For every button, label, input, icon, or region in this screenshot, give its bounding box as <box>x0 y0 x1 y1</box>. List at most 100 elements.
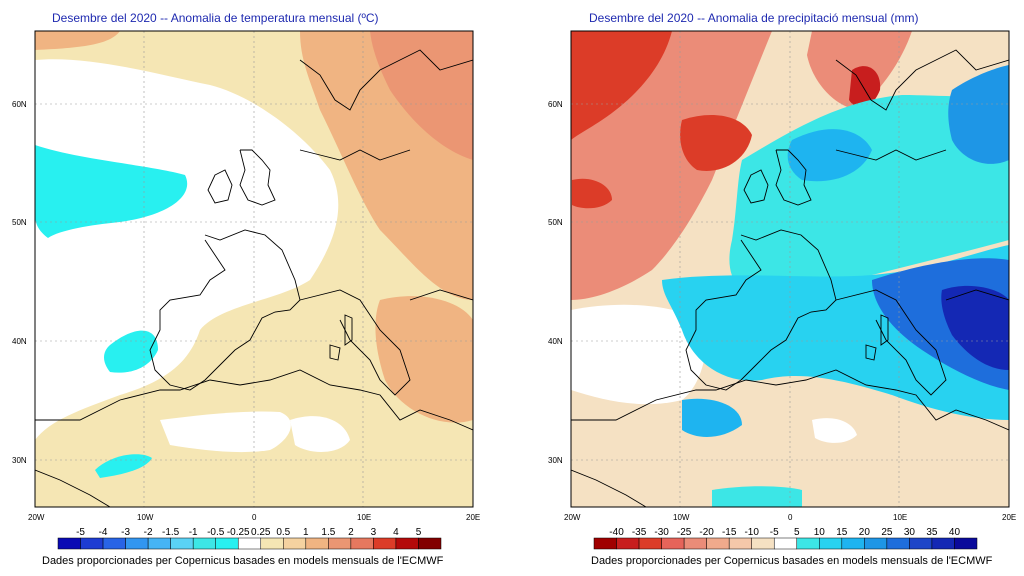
precip-colorbar-swatch <box>593 537 617 550</box>
temperature-anomaly-panel: Desembre del 2020 -- Anomalia de tempera… <box>12 11 480 567</box>
precip-colorbar-label: 40 <box>949 527 961 538</box>
temp-colorbar-label: -5 <box>76 527 85 538</box>
precip-colorbar-label: -25 <box>677 527 692 538</box>
temperature-credit-text: Dades proporcionades per Copernicus basa… <box>42 555 444 567</box>
temp-neutral-area-south <box>160 411 291 453</box>
temp-colorbar-swatch <box>192 537 216 550</box>
precip-lon-label: 10W <box>673 513 690 522</box>
temp-lon-label: 10W <box>137 513 154 522</box>
temp-colorbar-swatch <box>328 537 352 550</box>
temp-lat-label: 60N <box>12 100 27 109</box>
temp-lon-label: 0 <box>252 513 257 522</box>
temp-lon-label: 20E <box>466 513 480 522</box>
temperature-map: 60N 50N 40N 30N 20W 10W 0 10E 20E -5 -4 -3… <box>12 30 480 550</box>
precipitation-anomaly-panel: Desembre del 2020 -- Anomalia de precipi… <box>512 0 1024 576</box>
temp-colorbar-label: -1.5 <box>162 527 180 538</box>
precip-colorbar-swatch <box>931 537 955 550</box>
temp-neutral-area-sahara <box>290 416 350 452</box>
temp-colorbar-swatch <box>215 537 239 550</box>
temp-colorbar-swatch <box>305 537 329 550</box>
precip-colorbar-swatch <box>864 537 888 550</box>
precip-map-coastlines <box>571 49 1009 507</box>
precip-lon-label: 10E <box>893 513 907 522</box>
precip-colorbar-swatch <box>773 537 798 550</box>
precip-colorbar-swatch <box>954 537 978 550</box>
precip-wet-area-south <box>712 486 802 507</box>
precip-lat-label: 40N <box>548 337 563 346</box>
temp-colorbar-label: -0.25 <box>227 527 250 538</box>
precip-lon-label: 20W <box>564 513 581 522</box>
temp-colorbar-label: 4 <box>393 527 399 538</box>
temp-colorbar-swatch <box>395 537 419 550</box>
precip-wet-area-baltic <box>948 65 1009 164</box>
precip-very-dry-area-northwest <box>571 31 672 140</box>
temp-colorbar-swatch <box>350 537 374 550</box>
temp-lat-label: 30N <box>12 456 27 465</box>
temp-cold-area-ireland <box>35 145 188 238</box>
temp-cold-area-canaries <box>95 454 152 478</box>
temp-colorbar-label: 1.5 <box>321 527 335 538</box>
precip-very-dry-area-uk <box>680 115 752 171</box>
precip-colorbar-label: -35 <box>632 527 647 538</box>
temp-colorbar-swatch <box>373 537 397 550</box>
precipitation-colorbar: -40 -35 -30 -25 -20 -15 -10 -5 5 10 15 20 25 30 35 40 <box>593 527 978 550</box>
temp-colorbar-swatch <box>125 537 149 550</box>
temp-cold-area-portugal <box>104 330 158 373</box>
temp-colorbar-label: 0.25 <box>251 527 271 538</box>
temp-colorbar-label: -2 <box>144 527 153 538</box>
temp-warmer-area-scandinavia <box>370 31 473 160</box>
temp-map-frame <box>34 30 474 508</box>
precip-colorbar-label: 15 <box>836 527 848 538</box>
temp-colorbar-swatch <box>80 537 104 550</box>
temp-lon-label: 10E <box>357 513 371 522</box>
precip-neutral-area-south <box>812 418 857 443</box>
precip-colorbar-swatch <box>728 537 752 550</box>
temp-colorbar-swatch <box>418 537 442 550</box>
precip-colorbar-swatch <box>638 537 662 550</box>
precip-colorbar-label: -40 <box>609 527 624 538</box>
temp-colorbar-label: -1 <box>189 527 198 538</box>
precip-colorbar-swatch <box>616 537 640 550</box>
temp-colorbar-swatch <box>57 537 81 550</box>
precip-colorbar-swatch <box>909 537 933 550</box>
precip-colorbar-swatch <box>751 537 775 550</box>
precip-lat-label: 50N <box>548 218 563 227</box>
temp-colorbar-label: 3 <box>371 527 377 538</box>
precip-wettest-area-adriatic <box>941 285 1009 370</box>
temp-colorbar-label: -3 <box>121 527 130 538</box>
precip-colorbar-label: 5 <box>794 527 800 538</box>
precipitation-map-title: Desembre del 2020 -- Anomalia de precipi… <box>589 11 919 25</box>
temp-colorbar-label: 0.5 <box>276 527 290 538</box>
precipitation-credit-text: Dades proporcionades per Copernicus basa… <box>591 555 993 567</box>
precip-colorbar-swatch <box>683 537 707 550</box>
temp-colorbar-label: -0.5 <box>207 527 225 538</box>
precip-colorbar-label: 20 <box>859 527 871 538</box>
precip-colorbar-swatch <box>886 537 910 550</box>
precip-very-dry-spot <box>572 178 612 209</box>
precip-colorbar-swatch <box>796 537 820 550</box>
temp-lat-label: 50N <box>12 218 27 227</box>
precip-colorbar-label: -30 <box>654 527 669 538</box>
precip-colorbar-label: -20 <box>699 527 714 538</box>
precip-lat-label: 60N <box>548 100 563 109</box>
precip-colorbar-swatch <box>819 537 843 550</box>
temp-colorbar-swatch <box>102 537 126 550</box>
temperature-colorbar: -5 -4 -3 -2 -1.5 -1 -0.5 -0.25 0.25 0.5 1 1.5 2 3 4 5 <box>57 527 442 550</box>
precip-map-gridlines <box>571 31 1009 507</box>
precip-colorbar-label: 25 <box>881 527 893 538</box>
temp-warm-area-northwest <box>35 31 120 50</box>
precip-colorbar-label: 35 <box>926 527 938 538</box>
precip-colorbar-label: -5 <box>770 527 779 538</box>
precip-colorbar-label: 30 <box>904 527 916 538</box>
precip-wet-area-channel <box>787 129 872 182</box>
temp-colorbar-label: -4 <box>99 527 108 538</box>
temp-map-gridlines <box>35 31 473 507</box>
temp-colorbar-label: 2 <box>348 527 354 538</box>
temp-colorbar-label: 1 <box>303 527 309 538</box>
temp-colorbar-swatch <box>283 537 307 550</box>
precip-lon-label: 20E <box>1002 513 1016 522</box>
temp-lat-label: 40N <box>12 337 27 346</box>
precip-colorbar-label: -10 <box>744 527 759 538</box>
temperature-map-title: Desembre del 2020 -- Anomalia de tempera… <box>52 11 379 25</box>
precip-lat-label: 30N <box>548 456 563 465</box>
